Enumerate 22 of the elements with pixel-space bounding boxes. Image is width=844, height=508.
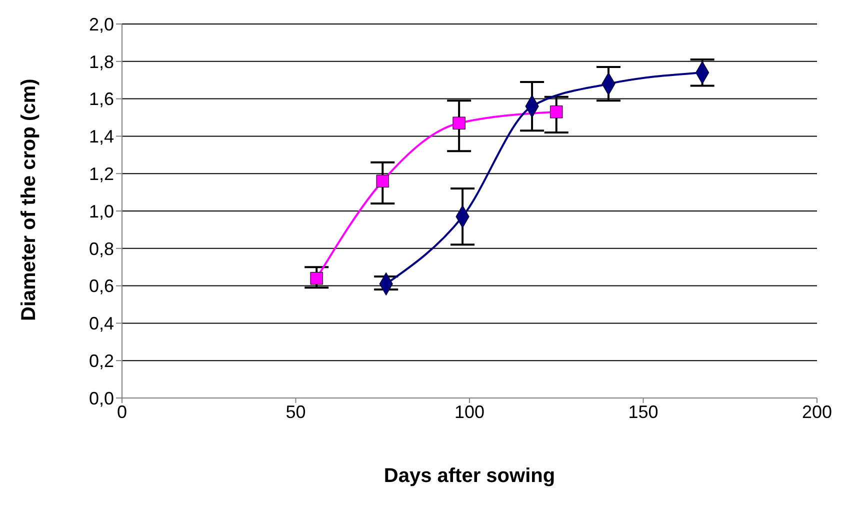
y-tick-label: 0,0 [88, 388, 114, 408]
y-tick-label: 2,0 [88, 14, 114, 34]
y-tick-label: 1,6 [88, 89, 114, 110]
point [376, 174, 389, 188]
y-tick-label: 0,4 [88, 314, 114, 334]
y-tick-label: 0,8 [88, 238, 114, 259]
point [310, 272, 323, 285]
point [550, 106, 563, 118]
y-tick-label: 0,2 [88, 350, 114, 371]
y-axis-title: Diameter of the crop (cm) [18, 78, 40, 321]
y-tick-label: 1,0 [88, 201, 114, 222]
y-tick-label: 1,4 [88, 126, 114, 147]
y-tick-label: 1,2 [88, 164, 114, 184]
x-tick-label: 200 [802, 402, 832, 422]
y-tick-label: 1,8 [88, 52, 114, 72]
y-tick-label: 0,6 [88, 276, 114, 296]
x-tick-label: 50 [286, 402, 306, 422]
x-tick-label: 100 [454, 402, 485, 422]
x-tick-label: 0 [116, 402, 128, 422]
point [452, 116, 466, 130]
x-axis-title: Days after sowing [384, 465, 556, 487]
x-tick-label: 150 [628, 402, 658, 422]
